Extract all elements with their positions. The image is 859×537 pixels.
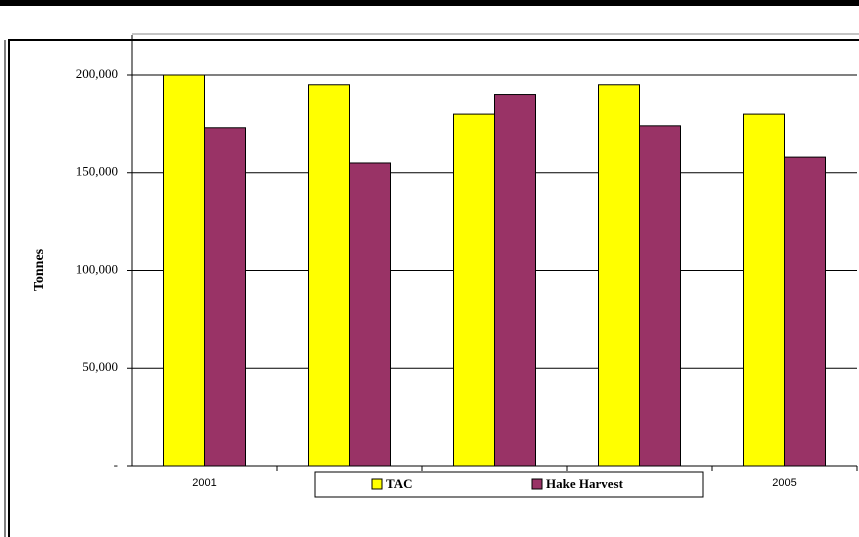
bar <box>163 74 205 467</box>
legend-swatch <box>531 478 543 490</box>
chart-frame <box>8 39 859 537</box>
legend-swatch <box>371 478 383 490</box>
y-tick-label: 200,000 <box>76 66 118 81</box>
bar <box>598 84 640 467</box>
bar <box>743 113 785 467</box>
y-axis-label: Tonnes <box>32 248 47 291</box>
bar <box>204 127 246 467</box>
bar <box>639 125 681 467</box>
legend-label: TAC <box>386 476 412 491</box>
y-tick-label: 100,000 <box>76 261 118 276</box>
y-tick-label: - <box>114 457 118 472</box>
y-tick-label: 50,000 <box>82 359 118 374</box>
bar <box>349 162 391 467</box>
top-strip <box>0 0 859 6</box>
bar <box>494 94 536 467</box>
bar <box>453 113 495 467</box>
legend-label: Hake Harvest <box>546 476 624 491</box>
bar <box>784 156 826 467</box>
x-tick-label: 2001 <box>192 477 216 489</box>
x-tick-label: 2005 <box>772 477 796 489</box>
bar <box>308 84 350 467</box>
y-tick-label: 150,000 <box>76 164 118 179</box>
